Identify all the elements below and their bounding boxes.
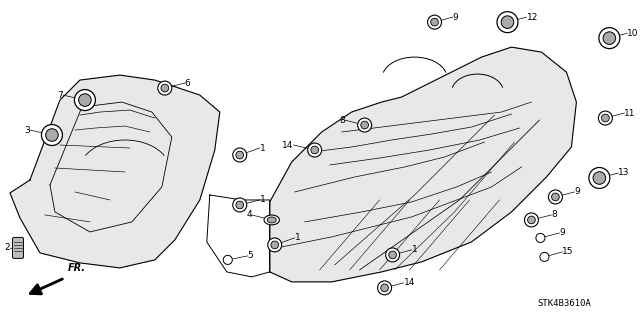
Text: 14: 14 (404, 278, 415, 287)
Circle shape (548, 190, 563, 204)
Circle shape (431, 18, 438, 26)
Circle shape (271, 241, 278, 249)
Text: 13: 13 (618, 168, 630, 177)
Circle shape (552, 193, 559, 201)
Text: 14: 14 (282, 140, 294, 150)
Circle shape (236, 151, 244, 159)
Circle shape (74, 90, 95, 111)
Circle shape (602, 114, 609, 122)
Text: 6: 6 (185, 78, 191, 88)
Circle shape (268, 238, 282, 252)
Circle shape (358, 118, 372, 132)
Circle shape (501, 16, 514, 28)
Circle shape (527, 216, 535, 224)
Ellipse shape (264, 215, 280, 225)
Text: 9: 9 (575, 188, 580, 197)
Text: 12: 12 (527, 13, 538, 22)
Circle shape (381, 284, 388, 292)
Ellipse shape (267, 217, 276, 223)
Text: 9: 9 (559, 228, 565, 237)
Text: 8: 8 (339, 115, 345, 124)
Circle shape (161, 84, 169, 92)
Circle shape (308, 143, 322, 157)
Text: 5: 5 (248, 251, 253, 260)
Text: 1: 1 (294, 234, 300, 242)
Circle shape (378, 281, 392, 295)
Text: 1: 1 (260, 144, 266, 152)
Text: 9: 9 (452, 13, 458, 22)
Circle shape (386, 248, 399, 262)
Circle shape (233, 148, 247, 162)
Circle shape (388, 251, 396, 259)
Circle shape (603, 32, 616, 44)
Text: 4: 4 (246, 211, 252, 219)
Text: 8: 8 (552, 211, 557, 219)
Circle shape (45, 129, 58, 141)
Circle shape (42, 124, 63, 145)
Circle shape (589, 167, 610, 189)
Text: 3: 3 (24, 126, 30, 135)
Polygon shape (269, 47, 577, 282)
Circle shape (497, 12, 518, 33)
Circle shape (524, 213, 538, 227)
Circle shape (536, 234, 545, 242)
Circle shape (223, 255, 232, 264)
Text: 1: 1 (260, 196, 266, 204)
Text: 7: 7 (57, 91, 63, 100)
Text: 15: 15 (563, 248, 574, 256)
Circle shape (428, 15, 442, 29)
Circle shape (598, 111, 612, 125)
Polygon shape (10, 75, 220, 268)
Circle shape (79, 94, 92, 106)
Circle shape (593, 172, 605, 184)
Circle shape (233, 198, 247, 212)
FancyBboxPatch shape (13, 237, 24, 258)
Circle shape (311, 146, 319, 154)
Text: 11: 11 (625, 108, 636, 117)
Circle shape (158, 81, 172, 95)
Text: FR.: FR. (68, 263, 86, 273)
Circle shape (361, 121, 369, 129)
Text: 10: 10 (627, 29, 639, 38)
Text: 1: 1 (412, 245, 417, 255)
Circle shape (599, 28, 620, 48)
Circle shape (236, 201, 244, 209)
Text: STK4B3610A: STK4B3610A (538, 299, 591, 308)
Circle shape (540, 252, 549, 262)
Text: 2: 2 (4, 243, 10, 252)
